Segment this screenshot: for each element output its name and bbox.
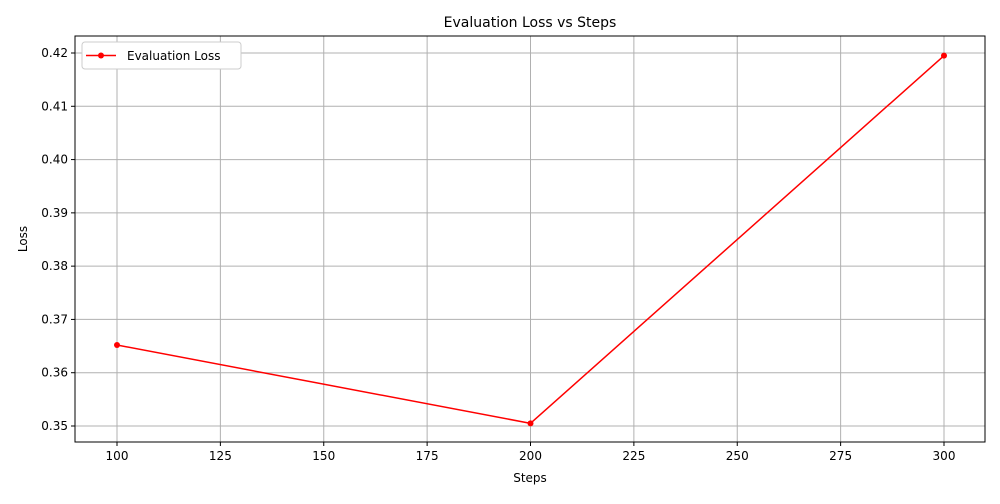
y-tick-label: 0.36 — [41, 366, 68, 380]
data-point — [941, 52, 947, 59]
legend: Evaluation Loss — [81, 41, 242, 70]
y-tick-label: 0.38 — [41, 259, 68, 273]
x-tick-label: 150 — [312, 449, 335, 463]
y-tick-label: 0.37 — [41, 312, 68, 326]
legend-marker-sample — [98, 52, 104, 59]
y-axis-ticks: 0.35 0.36 0.37 0.38 0.39 0.40 0.41 0.42 — [41, 46, 75, 433]
y-axis-label: Loss — [16, 226, 30, 252]
x-tick-label: 200 — [519, 449, 542, 463]
x-tick-label: 275 — [829, 449, 852, 463]
y-tick-label: 0.39 — [41, 206, 68, 220]
data-point — [114, 342, 120, 349]
x-axis-ticks: 100 125 150 175 200 225 250 275 300 — [106, 442, 956, 463]
y-tick-label: 0.41 — [41, 99, 68, 113]
x-tick-label: 300 — [933, 449, 956, 463]
y-tick-label: 0.40 — [41, 153, 68, 167]
series-layer — [114, 52, 947, 427]
grid-lines — [75, 36, 985, 442]
x-tick-label: 100 — [106, 449, 129, 463]
x-tick-label: 125 — [209, 449, 232, 463]
y-tick-label: 0.42 — [41, 46, 68, 60]
legend-box — [81, 41, 242, 70]
chart-title: Evaluation Loss vs Steps — [444, 15, 617, 31]
x-tick-label: 225 — [622, 449, 645, 463]
data-point — [527, 420, 534, 427]
y-tick-label: 0.35 — [41, 419, 68, 433]
x-tick-label: 175 — [416, 449, 439, 463]
x-axis-label: Steps — [513, 471, 547, 485]
legend-label-evaluation-loss: Evaluation Loss — [127, 49, 220, 63]
x-tick-label: 250 — [726, 449, 749, 463]
